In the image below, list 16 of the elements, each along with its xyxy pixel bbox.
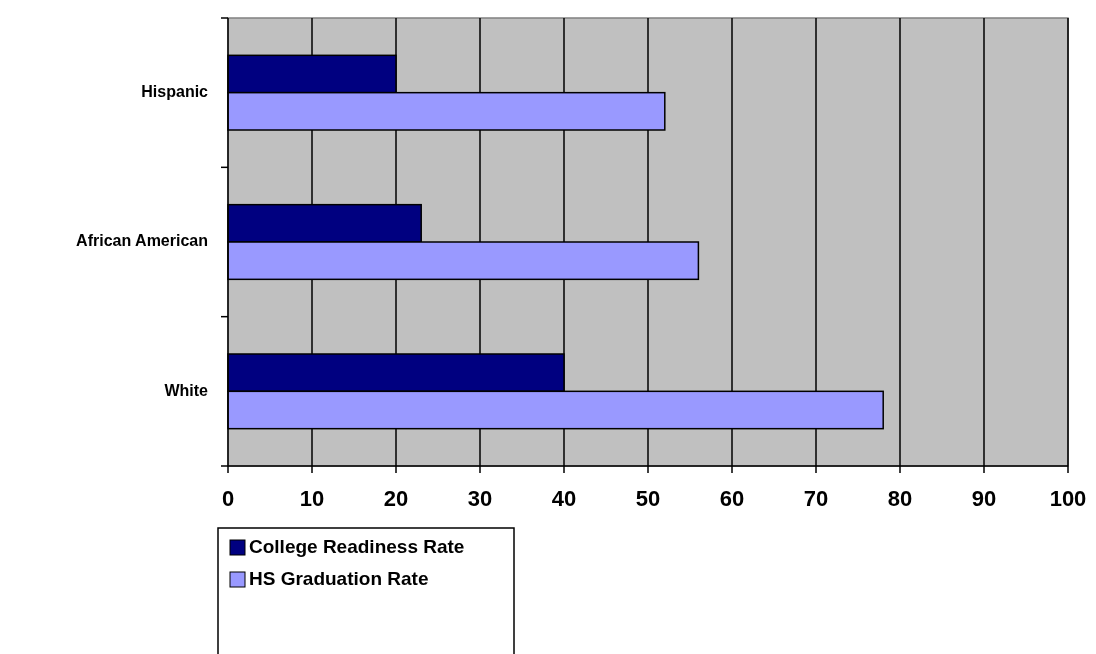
legend-label: HS Graduation Rate: [249, 568, 429, 590]
x-tick-label: 70: [803, 486, 829, 511]
x-tick-label: 10: [299, 486, 325, 511]
x-tick-label: 50: [635, 486, 661, 511]
x-tick-label: 100: [1049, 486, 1087, 511]
x-tick-label: 80: [887, 486, 913, 511]
x-tick-label: 20: [383, 486, 409, 511]
y-tick-label: Hispanic: [141, 82, 209, 100]
y-tick-label: African American: [76, 232, 208, 250]
x-tick-label: 90: [971, 486, 997, 511]
x-tick-label: 30: [467, 486, 493, 511]
x-tick-label: 60: [719, 486, 745, 511]
x-tick-label: 0: [221, 486, 235, 511]
legend-label: College Readiness Rate: [249, 536, 465, 558]
x-tick-label: 40: [551, 486, 577, 511]
y-tick-label: White: [164, 381, 209, 399]
